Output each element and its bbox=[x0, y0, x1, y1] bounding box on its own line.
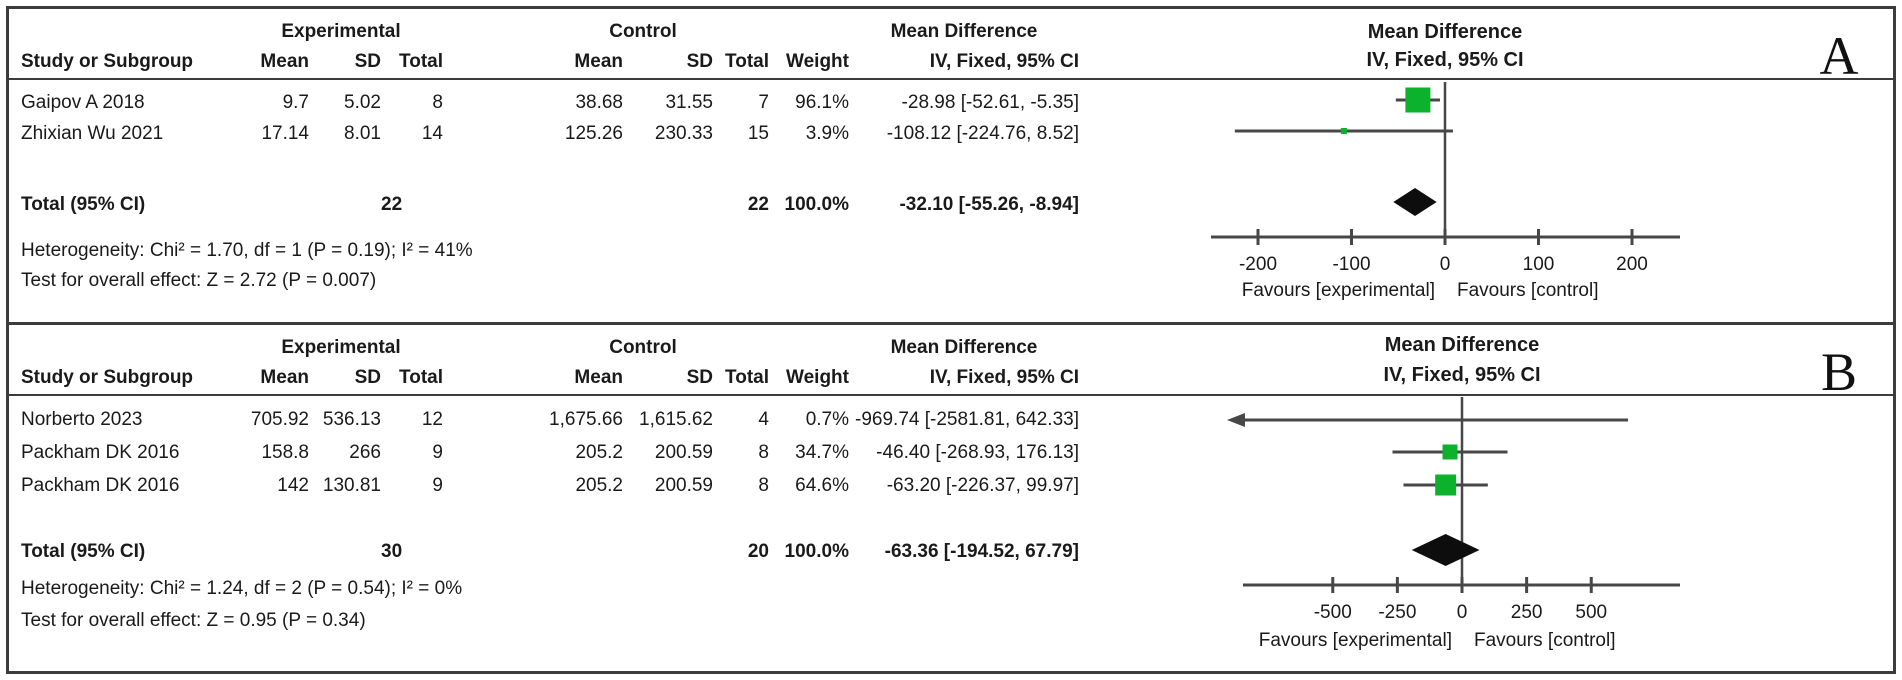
weight: 34.7% bbox=[795, 441, 849, 463]
mean-ctl: 205.2 bbox=[575, 474, 623, 496]
total-exp: 9 bbox=[432, 474, 443, 496]
table-row: Packham DK 2016 158.8 266 9 205.2 200.59… bbox=[9, 436, 1079, 469]
col-header-sd-exp: SD bbox=[354, 367, 381, 388]
col-header-sd-exp: SD bbox=[354, 51, 381, 72]
col-header-total-exp: Total bbox=[399, 367, 443, 388]
col-header-total-ctl: Total bbox=[725, 51, 769, 72]
weight: 96.1% bbox=[795, 91, 849, 113]
mean-exp: 158.8 bbox=[261, 441, 309, 463]
mean-exp: 17.14 bbox=[261, 122, 309, 144]
sd-ctl: 31.55 bbox=[665, 91, 713, 113]
md-ci-text: -63.36 [-194.52, 67.79] bbox=[884, 540, 1079, 562]
panel-a: A Experimental Control Mean Difference S… bbox=[9, 9, 1893, 325]
col-header-total-exp: Total bbox=[399, 51, 443, 72]
md-ci-text: -108.12 [-224.76, 8.52] bbox=[886, 122, 1079, 144]
study-name: Norberto 2023 bbox=[21, 408, 143, 430]
total-exp: 12 bbox=[421, 408, 443, 430]
sd-exp: 5.02 bbox=[344, 91, 381, 113]
mean-exp: 705.92 bbox=[250, 408, 309, 430]
overall-effect-note: Test for overall effect: Z = 0.95 (P = 0… bbox=[21, 610, 366, 631]
col-header-sd-ctl: SD bbox=[686, 51, 713, 72]
group-header-mean-difference: Mean Difference bbox=[890, 21, 1038, 42]
table-row: Gaipov A 2018 9.7 5.02 8 38.68 31.55 7 9… bbox=[9, 87, 1079, 118]
group-header-experimental: Experimental bbox=[281, 21, 401, 42]
heterogeneity-note: Heterogeneity: Chi² = 1.24, df = 2 (P = … bbox=[21, 578, 463, 599]
group-header-experimental: Experimental bbox=[281, 337, 401, 358]
study-name: Zhixian Wu 2021 bbox=[21, 122, 164, 144]
total-exp: 14 bbox=[421, 122, 443, 144]
mean-ctl: 1,675.66 bbox=[549, 408, 623, 430]
study-name: Gaipov A 2018 bbox=[21, 91, 145, 113]
sd-exp: 266 bbox=[349, 441, 381, 463]
weight: 3.9% bbox=[805, 122, 849, 144]
figure-frame: A Experimental Control Mean Difference S… bbox=[6, 6, 1896, 674]
col-header-mean-ctl: Mean bbox=[574, 367, 623, 388]
sd-exp: 130.81 bbox=[322, 474, 381, 496]
study-name: Packham DK 2016 bbox=[21, 441, 180, 463]
weight: 0.7% bbox=[805, 408, 849, 430]
table-row: Norberto 2023 705.92 536.13 12 1,675.66 … bbox=[9, 403, 1079, 436]
col-header-study: Study or Subgroup bbox=[21, 367, 194, 388]
md-ci-text: -63.20 [-226.37, 99.97] bbox=[886, 474, 1079, 496]
total-ctl: 15 bbox=[747, 122, 769, 144]
panel-b-table: Experimental Control Mean Difference Stu… bbox=[9, 325, 1079, 637]
mean-ctl: 38.68 bbox=[575, 91, 623, 113]
panel-a-table: Experimental Control Mean Difference Stu… bbox=[9, 9, 1079, 296]
mean-ctl: 125.26 bbox=[564, 122, 623, 144]
total-label: Total (95% CI) bbox=[21, 193, 146, 215]
total-label: Total (95% CI) bbox=[21, 540, 146, 562]
md-ci-text: -46.40 [-268.93, 176.13] bbox=[876, 441, 1079, 463]
total-ctl: 20 bbox=[747, 540, 769, 562]
total-ctl: 4 bbox=[758, 408, 769, 430]
total-row: Total (95% CI) 30 20 100.0% -63.36 [-194… bbox=[9, 536, 1079, 567]
total-exp: 22 bbox=[381, 193, 403, 215]
total-row: Total (95% CI) 22 22 100.0% -32.10 [-55.… bbox=[9, 189, 1079, 220]
sd-exp: 536.13 bbox=[322, 408, 381, 430]
sd-exp: 8.01 bbox=[344, 122, 381, 144]
group-header-control: Control bbox=[609, 21, 677, 42]
total-exp: 8 bbox=[432, 91, 443, 113]
mean-exp: 142 bbox=[277, 474, 309, 496]
col-header-weight: Weight bbox=[786, 51, 849, 72]
weight: 64.6% bbox=[795, 474, 849, 496]
mean-exp: 9.7 bbox=[282, 91, 309, 113]
md-ci-text: -32.10 [-55.26, -8.94] bbox=[899, 193, 1079, 215]
total-ctl: 8 bbox=[758, 441, 769, 463]
weight: 100.0% bbox=[784, 540, 849, 562]
sd-ctl: 1,615.62 bbox=[639, 408, 713, 430]
total-ctl: 7 bbox=[758, 91, 769, 113]
table-row: Packham DK 2016 142 130.81 9 205.2 200.5… bbox=[9, 469, 1079, 502]
overall-effect-note: Test for overall effect: Z = 2.72 (P = 0… bbox=[21, 270, 377, 291]
col-header-total-ctl: Total bbox=[725, 367, 769, 388]
group-header-control: Control bbox=[609, 337, 677, 358]
col-header-mean-ctl: Mean bbox=[574, 51, 623, 72]
study-name: Packham DK 2016 bbox=[21, 474, 180, 496]
panel-b-letter: B bbox=[1820, 342, 1858, 402]
col-header-iv-ci: IV, Fixed, 95% CI bbox=[929, 51, 1079, 72]
mean-ctl: 205.2 bbox=[575, 441, 623, 463]
total-exp: 9 bbox=[432, 441, 443, 463]
header-underline bbox=[9, 394, 1893, 396]
sd-ctl: 200.59 bbox=[654, 441, 713, 463]
weight: 100.0% bbox=[784, 193, 849, 215]
col-header-mean-exp: Mean bbox=[260, 51, 309, 72]
table-row: Zhixian Wu 2021 17.14 8.01 14 125.26 230… bbox=[9, 118, 1079, 149]
heterogeneity-note: Heterogeneity: Chi² = 1.70, df = 1 (P = … bbox=[21, 240, 473, 261]
total-ctl: 22 bbox=[747, 193, 769, 215]
group-header-mean-difference: Mean Difference bbox=[890, 337, 1038, 358]
sd-ctl: 230.33 bbox=[654, 122, 713, 144]
header-underline bbox=[9, 78, 1893, 80]
panel-a-letter: A bbox=[1819, 26, 1859, 86]
panel-b: B Experimental Control Mean Difference S… bbox=[9, 325, 1893, 671]
col-header-weight: Weight bbox=[786, 367, 849, 388]
md-ci-text: -969.74 [-2581.81, 642.33] bbox=[855, 408, 1079, 430]
total-ctl: 8 bbox=[758, 474, 769, 496]
col-header-sd-ctl: SD bbox=[686, 367, 713, 388]
md-ci-text: -28.98 [-52.61, -5.35] bbox=[901, 91, 1079, 113]
sd-ctl: 200.59 bbox=[654, 474, 713, 496]
total-exp: 30 bbox=[381, 540, 403, 562]
col-header-study: Study or Subgroup bbox=[21, 51, 194, 72]
col-header-mean-exp: Mean bbox=[260, 367, 309, 388]
col-header-iv-ci: IV, Fixed, 95% CI bbox=[929, 367, 1079, 388]
